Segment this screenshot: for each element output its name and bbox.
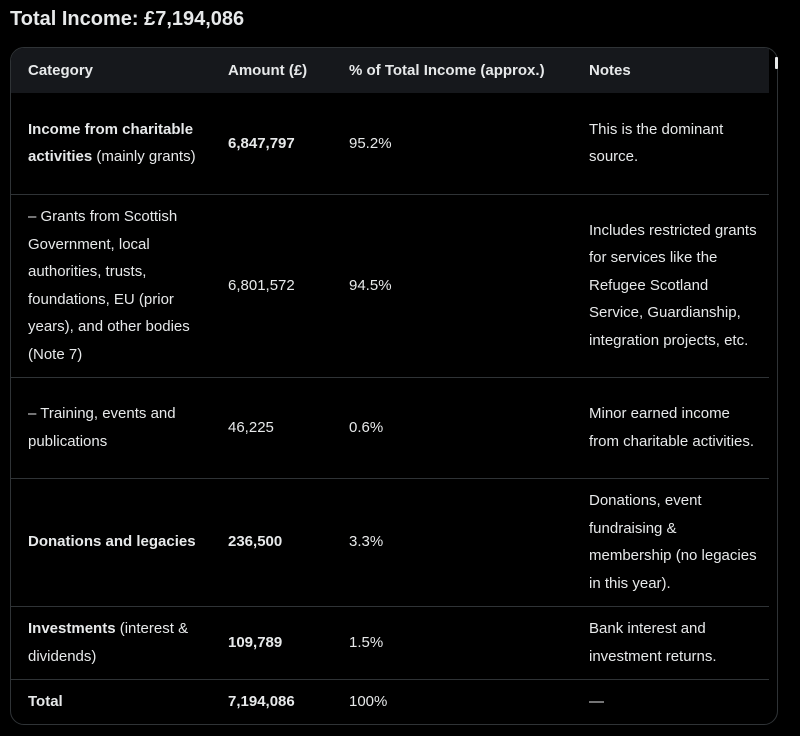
table-row-total: Total 7,194,086 100% — (11, 679, 769, 724)
notes-cell: Bank interest and investment returns. (572, 606, 769, 680)
table-row: – Training, events and publications 46,2… (11, 377, 769, 479)
table-row: Donations and legacies 236,500 3.3% Dona… (11, 478, 769, 607)
table-row: Investments (interest & dividends) 109,7… (11, 606, 769, 680)
category-bold-text: Investments (28, 620, 116, 637)
income-table: Category Amount (£) % of Total Income (a… (11, 48, 769, 724)
percent-cell: 95.2% (332, 93, 572, 195)
notes-cell: Includes restricted grants for services … (572, 194, 769, 378)
category-bold-text: Donations and legacies (28, 533, 196, 551)
amount-cell: 6,847,797 (211, 93, 332, 195)
notes-cell: This is the dominant source. (572, 93, 769, 195)
notes-cell: Donations, event fundraising & membershi… (572, 478, 769, 607)
category-bold-text: Income from charitable activities (28, 120, 194, 166)
amount-cell: 6,801,572 (211, 194, 332, 378)
category-cell: Total (11, 679, 211, 724)
column-header-amount: Amount (£) (228, 61, 308, 79)
amount-cell: 109,789 (211, 606, 332, 680)
amount-cell: 46,225 (211, 377, 332, 479)
category-cell: Income from charitable activities (mainl… (11, 93, 211, 195)
percent-cell: 1.5% (332, 606, 572, 680)
category-cell: Donations and legacies (11, 478, 211, 607)
category-text: – Training, events and publications (28, 405, 176, 450)
notes-cell: — (589, 693, 604, 710)
amount-cell: 236,500 (211, 478, 332, 607)
column-header-percent: % of Total Income (approx.) (349, 61, 545, 79)
percent-cell: 0.6% (332, 377, 572, 479)
income-table-container: Category Amount (£) % of Total Income (a… (10, 47, 778, 725)
amount-cell: 7,194,086 (228, 693, 295, 710)
category-cell: – Training, events and publications (11, 377, 211, 479)
percent-cell: 3.3% (332, 478, 572, 607)
category-bold-text: Total (28, 693, 63, 710)
table-header-row: Category Amount (£) % of Total Income (a… (11, 48, 769, 93)
category-text: (mainly grants) (92, 148, 196, 166)
column-header-notes: Notes (589, 61, 631, 79)
category-text: (interest & dividends) (28, 620, 189, 665)
page-title: Total Income: £7,194,086 (10, 8, 245, 30)
table-row: – Grants from Scottish Government, local… (11, 194, 769, 378)
column-header-category: Category (28, 61, 94, 79)
table-row: Income from charitable activities (mainl… (11, 93, 769, 195)
percent-cell: 94.5% (332, 194, 572, 378)
scroll-indicator[interactable] (775, 57, 778, 69)
percent-cell: 100% (349, 693, 388, 710)
category-text: – Grants from Scottish Government, local… (28, 208, 190, 363)
notes-cell: Minor earned income from charitable acti… (572, 377, 769, 479)
category-cell: – Grants from Scottish Government, local… (11, 194, 211, 378)
category-cell: Investments (interest & dividends) (11, 606, 211, 680)
